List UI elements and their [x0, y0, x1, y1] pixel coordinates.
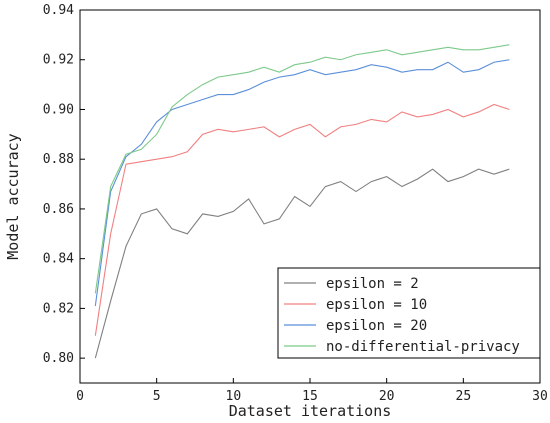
y-tick-label: 0.84 — [43, 252, 74, 267]
x-tick-label: 15 — [302, 389, 318, 404]
x-axis-label: Dataset iterations — [229, 402, 392, 420]
y-tick-label: 0.92 — [43, 53, 74, 68]
plot-area — [94, 44, 510, 359]
legend-label-2: epsilon = 20 — [326, 318, 427, 334]
y-tick-label: 0.94 — [43, 3, 74, 18]
legend-label-1: epsilon = 10 — [326, 297, 427, 313]
series-line-3 — [94, 44, 510, 294]
series-line-2 — [94, 59, 510, 306]
y-tick-label: 0.82 — [43, 301, 74, 316]
x-axis: 0 5 10 15 20 25 30 — [76, 378, 548, 404]
x-tick-label: 10 — [226, 389, 242, 404]
x-tick-label: 20 — [379, 389, 395, 404]
series-line-0 — [94, 168, 510, 359]
y-tick-label: 0.86 — [43, 202, 74, 217]
y-axis: 0.80 0.82 0.84 0.86 0.88 0.90 0.92 0.94 — [43, 3, 85, 366]
x-tick-label: 5 — [153, 389, 161, 404]
x-tick-label: 30 — [532, 389, 548, 404]
legend-box — [277, 267, 541, 359]
series-line-1 — [94, 103, 510, 336]
legend-label-0: epsilon = 2 — [326, 276, 419, 292]
y-tick-label: 0.88 — [43, 152, 74, 167]
y-tick-label: 0.80 — [43, 351, 74, 366]
x-tick-label: 0 — [76, 389, 84, 404]
y-tick-label: 0.90 — [43, 102, 74, 117]
legend-label-3: no-differential-privacy — [326, 339, 520, 355]
y-axis-label: Model accuracy — [4, 133, 22, 259]
legend: epsilon = 2 epsilon = 10 epsilon = 20 no-di… — [277, 267, 541, 359]
x-tick-label: 25 — [456, 389, 472, 404]
